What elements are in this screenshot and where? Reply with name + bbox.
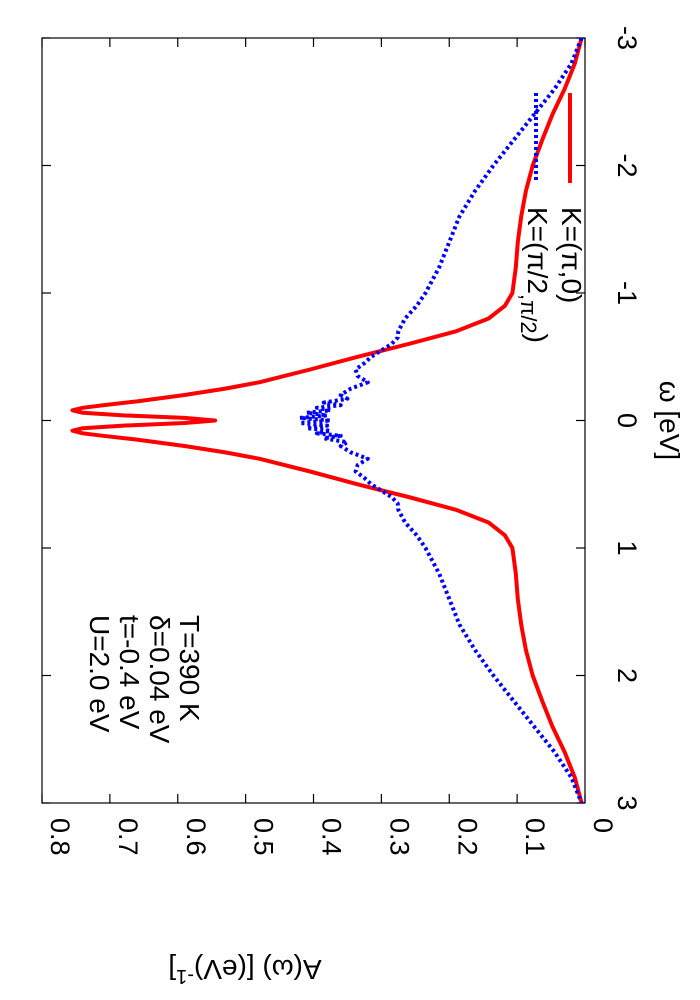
parameter-1: t=-0.4 eV (114, 615, 145, 730)
parameter-2: δ=0.04 eV (144, 615, 175, 744)
x-tick-label-0: -3 (612, 26, 642, 50)
y-tick-label-7: 0.7 (113, 818, 143, 856)
parameter-3: T=390 K (174, 615, 205, 722)
axis-ticks (41, 37, 586, 804)
series-line-0 (70, 37, 584, 804)
y-tick-label-1: 0.1 (520, 818, 550, 856)
x-tick-label-1: -2 (612, 153, 642, 177)
y-tick-label-3: 0.3 (384, 818, 414, 856)
y-tick-label-4: 0.4 (317, 818, 347, 856)
y-tick-label-5: 0.5 (249, 818, 279, 856)
tick-labels: -3 -2 -1 0 1 2 3 0 0.1 0.2 0.3 0.4 0.5 0.6 0.7 0.8 (45, 26, 642, 856)
y-tick-label-0: 0 (588, 818, 618, 833)
y-tick-label-6: 0.6 (181, 818, 211, 856)
y-tick-label-8: 0.8 (45, 818, 75, 856)
series-line-1 (297, 37, 584, 804)
parameter-annotation: U=2.0 eV t=-0.4 eV δ=0.04 eV T=390 K (84, 615, 205, 744)
x-tick-label-5: 2 (612, 668, 642, 683)
x-tick-label-2: -1 (612, 281, 642, 305)
x-tick-label-3: 0 (612, 413, 642, 428)
y-axis-title: A(ω) [(eV)-1] (168, 954, 321, 987)
x-tick-label-4: 1 (612, 540, 642, 555)
axis-titles: ω [eV] A(ω) [(eV)-1] (168, 381, 685, 987)
legend-label-0: K=(π,0) (556, 207, 587, 303)
x-axis-title: ω [eV] (654, 381, 685, 460)
series-group (70, 37, 584, 804)
legend: K=(π,0)K=(π/2,π/2) (516, 93, 587, 343)
legend-label-1: K=(π/2,π/2) (516, 207, 553, 343)
parameter-0: U=2.0 eV (84, 615, 115, 733)
y-tick-label-2: 0.2 (452, 818, 482, 856)
x-tick-label-6: 3 (612, 795, 642, 810)
